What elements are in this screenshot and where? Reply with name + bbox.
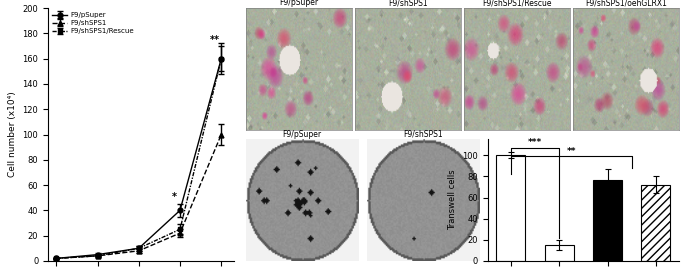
Title: F9/shSPS1/oehGLRX1: F9/shSPS1/oehGLRX1 xyxy=(585,0,667,7)
Bar xyxy=(593,179,622,261)
Title: F9/shSPS1: F9/shSPS1 xyxy=(388,0,428,7)
Legend: F9/pSuper, F9/shSPS1, F9/shSPS1/Rescue: F9/pSuper, F9/shSPS1, F9/shSPS1/Rescue xyxy=(51,12,134,35)
Text: ***: *** xyxy=(528,138,542,147)
Bar xyxy=(545,245,573,261)
Title: F9/pSuper: F9/pSuper xyxy=(279,0,318,7)
Text: **: ** xyxy=(210,36,220,45)
Text: *: * xyxy=(172,192,176,202)
Y-axis label: Cell number (x10⁴): Cell number (x10⁴) xyxy=(8,92,17,177)
Title: F9/pSuper: F9/pSuper xyxy=(283,130,322,139)
Y-axis label: Transwell cells: Transwell cells xyxy=(448,170,457,231)
Text: **: ** xyxy=(567,147,576,156)
Title: F9/shSPS1/Rescue: F9/shSPS1/Rescue xyxy=(482,0,552,7)
Bar xyxy=(641,185,670,261)
Bar xyxy=(497,155,525,261)
Title: F9/shSPS1: F9/shSPS1 xyxy=(403,130,443,139)
